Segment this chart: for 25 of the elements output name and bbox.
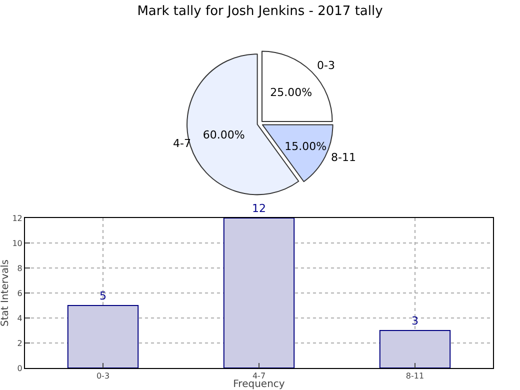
x-tick-label: 8-11 [406,372,424,381]
slice-label: 4-7 [173,137,191,150]
x-tick-label: 4-7 [252,372,266,381]
y-tick-label: 4 [17,314,22,323]
y-tick-label: 6 [17,288,22,298]
bar [67,305,139,368]
y-tick-label: 2 [17,338,22,348]
data-label: 5 [100,290,106,302]
x-axis-title: Frequency [233,379,285,390]
slice-label: 8-11 [331,151,356,164]
data-label: 15.00% [284,140,327,154]
data-label: 3 [412,314,418,328]
y-tick-label: 10 [12,238,22,248]
chart-title: Mark tally for Josh Jenkins - 2017 tally [137,4,384,20]
bar [379,330,451,368]
slice-label: 0-3 [317,59,335,72]
y-tick-label: 12 [12,214,22,223]
data-label: 60.00% [202,128,245,142]
y-tick-label: 8 [17,264,22,273]
data-label: 12 [252,202,266,215]
y-axis-title: Stat Intervals [0,259,11,327]
data-label: 25.00% [270,86,312,99]
x-tick-label: 0-3 [96,372,110,381]
y-tick-label: 0 [17,364,22,373]
bar [223,218,295,368]
